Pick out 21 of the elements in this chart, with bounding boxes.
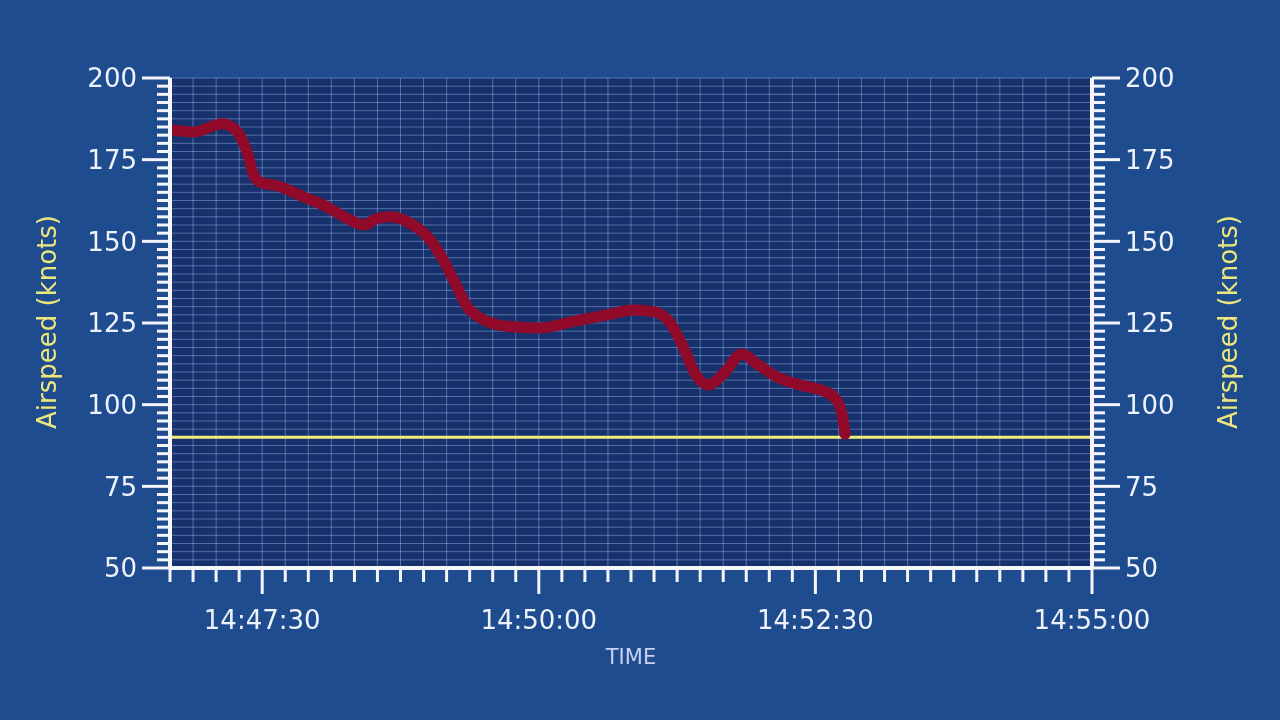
x-tick-label: 14:47:30 <box>203 605 321 636</box>
y2-tick-label: 150 <box>1125 226 1175 257</box>
y-tick-label: 50 <box>103 553 137 584</box>
y-tick-label: 175 <box>87 145 137 176</box>
y-tick-label: 100 <box>87 390 137 421</box>
y2-tick-label: 200 <box>1125 63 1175 94</box>
y-tick-label: 150 <box>87 226 137 257</box>
y2-tick-label: 125 <box>1125 308 1175 339</box>
x-axis-title: TIME <box>605 645 657 669</box>
y-tick-label: 200 <box>87 63 137 94</box>
x-tick-label: 14:52:30 <box>757 605 874 636</box>
y-axis-title: Airspeed (knots) <box>32 215 62 429</box>
y-tick-label: 75 <box>103 471 137 502</box>
y-tick-label: 125 <box>87 308 137 339</box>
y2-axis-title: Airspeed (knots) <box>1213 215 1243 429</box>
y2-tick-label: 50 <box>1125 553 1159 584</box>
y2-tick-label: 75 <box>1125 471 1159 502</box>
x-tick-label: 14:55:00 <box>1033 605 1151 636</box>
x-tick-label: 14:50:00 <box>480 605 598 636</box>
y2-tick-label: 100 <box>1125 390 1175 421</box>
y2-tick-label: 175 <box>1125 145 1175 176</box>
